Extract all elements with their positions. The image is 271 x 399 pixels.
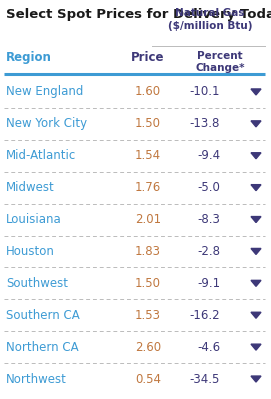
Text: Northern CA: Northern CA: [6, 341, 79, 354]
Text: 2.01: 2.01: [135, 213, 161, 226]
Text: 1.76: 1.76: [135, 181, 161, 194]
Text: -4.6: -4.6: [197, 341, 220, 354]
Text: 1.50: 1.50: [135, 117, 161, 130]
Text: 1.53: 1.53: [135, 309, 161, 322]
Text: -10.1: -10.1: [189, 85, 220, 99]
Text: -13.8: -13.8: [190, 117, 220, 130]
Text: Select Spot Prices for Delivery Today: Select Spot Prices for Delivery Today: [6, 8, 271, 21]
Text: Houston: Houston: [6, 245, 55, 258]
Text: 1.83: 1.83: [135, 245, 161, 258]
Polygon shape: [251, 185, 261, 191]
Polygon shape: [251, 249, 261, 255]
Text: Price: Price: [131, 51, 165, 64]
Polygon shape: [251, 344, 261, 350]
Text: -16.2: -16.2: [189, 309, 220, 322]
Polygon shape: [251, 217, 261, 223]
Text: 1.50: 1.50: [135, 277, 161, 290]
Text: -9.4: -9.4: [197, 149, 220, 162]
Text: Southern CA: Southern CA: [6, 309, 80, 322]
Text: -5.0: -5.0: [197, 181, 220, 194]
Text: Region: Region: [6, 51, 52, 64]
Text: -8.3: -8.3: [197, 213, 220, 226]
Text: 1.54: 1.54: [135, 149, 161, 162]
Text: Midwest: Midwest: [6, 181, 55, 194]
Text: Mid-Atlantic: Mid-Atlantic: [6, 149, 76, 162]
Polygon shape: [251, 89, 261, 95]
Text: Southwest: Southwest: [6, 277, 68, 290]
Text: New York City: New York City: [6, 117, 87, 130]
Text: Natural Gas
($/million Btu): Natural Gas ($/million Btu): [168, 8, 252, 31]
Text: Louisiana: Louisiana: [6, 213, 62, 226]
Polygon shape: [251, 121, 261, 127]
Text: New England: New England: [6, 85, 83, 99]
Text: -34.5: -34.5: [190, 373, 220, 385]
Polygon shape: [251, 153, 261, 159]
Polygon shape: [251, 312, 261, 318]
Text: 2.60: 2.60: [135, 341, 161, 354]
Text: Percent
Change*: Percent Change*: [195, 51, 245, 73]
Polygon shape: [251, 376, 261, 382]
Text: 0.54: 0.54: [135, 373, 161, 385]
Polygon shape: [251, 280, 261, 286]
Text: -9.1: -9.1: [197, 277, 220, 290]
Text: Northwest: Northwest: [6, 373, 67, 385]
Text: -2.8: -2.8: [197, 245, 220, 258]
Text: 1.60: 1.60: [135, 85, 161, 99]
